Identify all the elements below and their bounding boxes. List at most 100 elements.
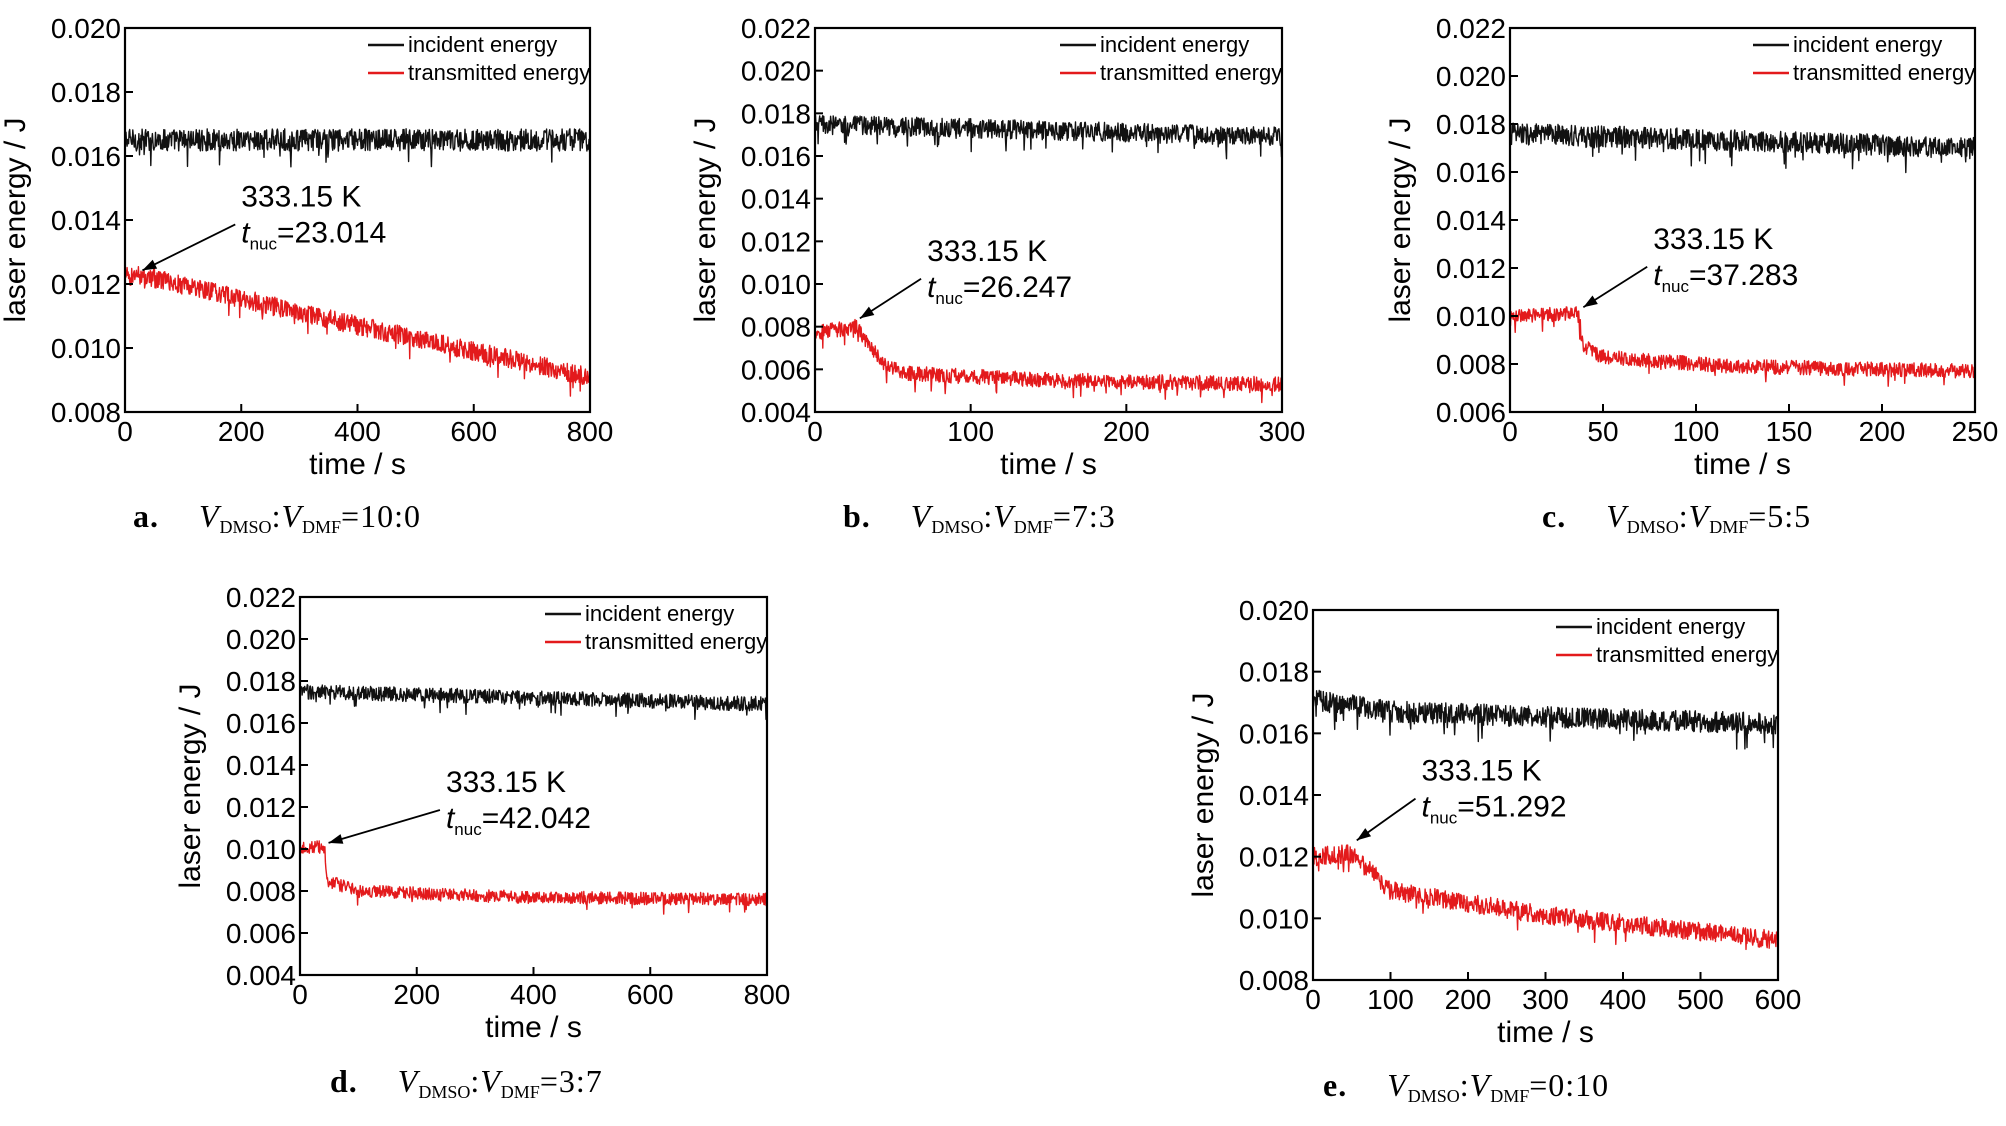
y-axis-title: laser energy / J bbox=[174, 683, 207, 888]
y-tick-label: 0.006 bbox=[1436, 397, 1506, 428]
y-tick-label: 0.018 bbox=[741, 98, 811, 129]
y-tick-label: 0.010 bbox=[51, 333, 121, 364]
x-tick-label: 600 bbox=[1755, 984, 1802, 1015]
x-tick-label: 500 bbox=[1677, 984, 1724, 1015]
caption-letter: a. bbox=[133, 498, 159, 534]
x-axis-title: time / s bbox=[1000, 448, 1097, 481]
x-tick-label: 0 bbox=[117, 416, 133, 447]
y-tick-label: 0.016 bbox=[1239, 718, 1309, 749]
annotation-temperature: 333.15 K bbox=[1653, 223, 1773, 256]
x-tick-label: 800 bbox=[744, 979, 791, 1010]
y-tick-label: 0.016 bbox=[1436, 157, 1506, 188]
x-tick-label: 250 bbox=[1952, 416, 1999, 447]
y-tick-label: 0.008 bbox=[1239, 965, 1309, 996]
x-tick-label: 200 bbox=[393, 979, 440, 1010]
x-tick-label: 200 bbox=[1445, 984, 1492, 1015]
y-tick-label: 0.010 bbox=[741, 269, 811, 300]
y-tick-label: 0.012 bbox=[226, 792, 296, 823]
x-tick-label: 100 bbox=[1673, 416, 1720, 447]
legend-label: transmitted energy bbox=[585, 629, 767, 654]
y-axis-title: laser energy / J bbox=[1384, 117, 1417, 322]
y-tick-label: 0.010 bbox=[226, 834, 296, 865]
caption-b: b. VDMSO:VDMF=7:3 bbox=[843, 498, 1116, 537]
x-tick-label: 200 bbox=[1859, 416, 1906, 447]
x-tick-label: 0 bbox=[807, 416, 823, 447]
series-line-transmitted-energy bbox=[124, 266, 591, 397]
x-tick-label: 0 bbox=[1502, 416, 1518, 447]
y-tick-label: 0.008 bbox=[1436, 349, 1506, 380]
y-tick-label: 0.014 bbox=[226, 750, 296, 781]
series-line-incident-energy bbox=[1312, 689, 1779, 750]
x-tick-label: 600 bbox=[450, 416, 497, 447]
x-tick-label: 600 bbox=[627, 979, 674, 1010]
y-tick-label: 0.014 bbox=[1239, 780, 1309, 811]
x-tick-label: 100 bbox=[947, 416, 994, 447]
y-tick-label: 0.020 bbox=[51, 13, 121, 44]
y-axis-title: laser energy / J bbox=[0, 117, 32, 322]
x-axis-title: time / s bbox=[485, 1011, 582, 1044]
series-line-transmitted-energy bbox=[299, 840, 768, 915]
legend-label: incident energy bbox=[408, 32, 557, 57]
x-tick-label: 150 bbox=[1766, 416, 1813, 447]
legend-label: transmitted energy bbox=[1596, 642, 1778, 667]
y-tick-label: 0.012 bbox=[1239, 842, 1309, 873]
y-tick-label: 0.016 bbox=[226, 708, 296, 739]
annotation-temperature: 333.15 K bbox=[927, 235, 1047, 268]
plot-frame bbox=[813, 26, 1284, 414]
y-tick-label: 0.008 bbox=[226, 876, 296, 907]
series-line-incident-energy bbox=[124, 128, 591, 168]
legend-label: incident energy bbox=[585, 601, 734, 626]
legend-label: incident energy bbox=[1596, 614, 1745, 639]
y-tick-label: 0.022 bbox=[1436, 13, 1506, 44]
x-tick-label: 0 bbox=[1305, 984, 1321, 1015]
annotation-temperature: 333.15 K bbox=[446, 766, 566, 799]
x-tick-label: 400 bbox=[1600, 984, 1647, 1015]
y-tick-label: 0.010 bbox=[1436, 301, 1506, 332]
x-tick-label: 400 bbox=[510, 979, 557, 1010]
x-axis-title: time / s bbox=[309, 448, 406, 481]
x-tick-label: 300 bbox=[1522, 984, 1569, 1015]
y-tick-label: 0.012 bbox=[51, 269, 121, 300]
annotation-nucleation-time: tnuc=23.014 bbox=[241, 216, 386, 253]
caption-letter: b. bbox=[843, 498, 871, 534]
annotation-arrowhead bbox=[1583, 295, 1598, 308]
annotation-arrowhead bbox=[1356, 828, 1372, 841]
y-tick-label: 0.012 bbox=[741, 226, 811, 257]
y-tick-label: 0.010 bbox=[1239, 903, 1309, 934]
y-tick-label: 0.016 bbox=[741, 141, 811, 172]
series-line-incident-energy bbox=[814, 114, 1283, 160]
annotation-nucleation-time: tnuc=51.292 bbox=[1422, 791, 1567, 828]
y-tick-label: 0.008 bbox=[741, 312, 811, 343]
caption-d: d. VDMSO:VDMF=3:7 bbox=[330, 1063, 603, 1102]
annotation-arrowhead bbox=[859, 306, 875, 319]
legend-label: transmitted energy bbox=[1100, 60, 1282, 85]
caption-e: e. VDMSO:VDMF=0:10 bbox=[1323, 1067, 1610, 1106]
y-tick-label: 0.014 bbox=[1436, 205, 1506, 236]
annotation-arrowhead bbox=[328, 834, 344, 844]
y-tick-label: 0.018 bbox=[1239, 657, 1309, 688]
x-tick-label: 100 bbox=[1367, 984, 1414, 1015]
y-tick-label: 0.006 bbox=[741, 354, 811, 385]
y-tick-label: 0.022 bbox=[741, 13, 811, 44]
annotation-nucleation-time: tnuc=26.247 bbox=[927, 271, 1072, 308]
x-tick-label: 800 bbox=[567, 416, 614, 447]
caption-letter: d. bbox=[330, 1063, 358, 1099]
y-tick-label: 0.022 bbox=[226, 582, 296, 613]
series-line-transmitted-energy bbox=[1312, 844, 1779, 951]
legend-label: incident energy bbox=[1793, 32, 1942, 57]
x-tick-label: 0 bbox=[292, 979, 308, 1010]
y-tick-label: 0.016 bbox=[51, 141, 121, 172]
annotation-arrow bbox=[328, 809, 441, 844]
caption-a: a. VDMSO:VDMF=10:0 bbox=[133, 498, 421, 537]
y-tick-label: 0.020 bbox=[226, 624, 296, 655]
annotation-temperature: 333.15 K bbox=[241, 180, 361, 213]
y-tick-label: 0.018 bbox=[1436, 109, 1506, 140]
y-tick-label: 0.020 bbox=[1436, 61, 1506, 92]
x-tick-label: 400 bbox=[334, 416, 381, 447]
caption-letter: c. bbox=[1542, 498, 1567, 534]
x-axis-title: time / s bbox=[1694, 448, 1791, 481]
x-tick-label: 200 bbox=[1103, 416, 1150, 447]
